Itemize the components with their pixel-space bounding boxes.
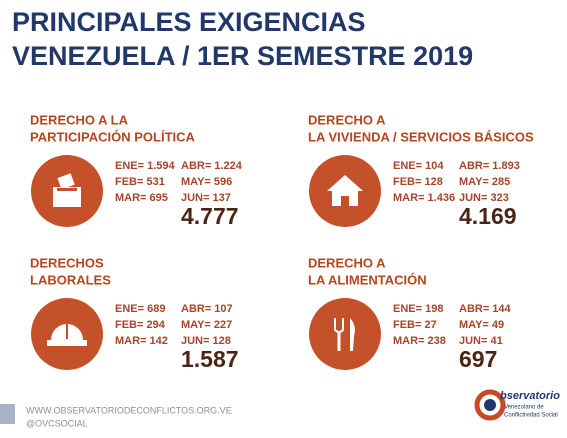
icon-part (327, 175, 363, 206)
stat: ABR= 1.224 (181, 160, 243, 172)
total: 697 (459, 346, 497, 372)
logo: bservatorio Venezolano de Conflictividad… (474, 389, 560, 421)
website: WWW.OBSERVATORIODECONFLICTOS.ORG.VE (26, 405, 232, 415)
icon-part (47, 340, 87, 346)
icon-part (337, 331, 341, 351)
stat: MAY= 596 (181, 176, 232, 188)
panel-title: PARTICIPACIÓN POLÍTICA (30, 129, 196, 144)
title: VENEZUELA / 1ER SEMESTRE 2019 (12, 41, 473, 71)
logo-mark (474, 389, 506, 421)
icon-part (350, 318, 355, 351)
logo-text: Conflictividad Social (504, 413, 558, 419)
panel-title: DERECHOS (30, 255, 104, 270)
stat: ENE= 198 (393, 303, 443, 315)
panel-title: LABORALES (30, 272, 111, 287)
title: PRINCIPALES EXIGENCIAS (12, 7, 366, 37)
stat: ABR= 144 (459, 303, 512, 315)
icon-part (57, 173, 75, 190)
stat: MAR= 695 (115, 192, 168, 204)
stat: MAY= 49 (459, 319, 504, 331)
stat: JUN= 128 (181, 335, 231, 347)
stat: FEB= 294 (115, 319, 166, 331)
total: 1.587 (181, 346, 239, 372)
stat: JUN= 137 (181, 192, 231, 204)
stat: FEB= 531 (115, 176, 165, 188)
stat: MAY= 227 (181, 319, 232, 331)
stat: ENE= 104 (393, 160, 444, 172)
stat: MAR= 1.436 (393, 192, 455, 204)
stat: ENE= 1.594 (115, 160, 176, 172)
logo-mark (484, 399, 496, 411)
panel: DERECHO A LA VIVIENDA / SERVICIOS BÁSICOS… (308, 112, 534, 229)
stat: ABR= 1.893 (459, 160, 520, 172)
total: 4.169 (459, 203, 517, 229)
icon-part (57, 188, 77, 191)
panel-title: DERECHO A LA (30, 112, 129, 127)
stat: FEB= 128 (393, 176, 443, 188)
stat: MAR= 238 (393, 335, 446, 347)
panel: DERECHOS LABORALES ENE= 689 ABR= 107 FEB= 29… (30, 255, 239, 372)
footer-block (0, 404, 15, 424)
stat: JUN= 323 (459, 192, 509, 204)
panel: DERECHO A LA ALIMENTACIÓN ENE= 198 ABR= 144… (308, 255, 512, 372)
stat: ENE= 689 (115, 303, 165, 315)
panel-title: LA ALIMENTACIÓN (308, 272, 427, 287)
stat: FEB= 27 (393, 319, 437, 331)
logo-text: Venezolano de (504, 405, 544, 411)
panel-title: DERECHO A (308, 255, 386, 270)
logo-text: bservatorio (500, 390, 560, 402)
total: 4.777 (181, 203, 239, 229)
panel-title: LA VIVIENDA / SERVICIOS BÁSICOS (308, 129, 534, 144)
handle: @OVCSOCIAL (26, 418, 88, 428)
stat: ABR= 107 (181, 303, 233, 315)
stat: JUN= 41 (459, 335, 503, 347)
panel: DERECHO A LA PARTICIPACIÓN POLÍTICA ENE= 1… (30, 112, 243, 229)
icon-part (53, 187, 81, 207)
icon-circle (309, 298, 381, 370)
stat: MAR= 142 (115, 335, 168, 347)
panel-title: DERECHO A (308, 112, 386, 127)
stat: MAY= 285 (459, 176, 510, 188)
